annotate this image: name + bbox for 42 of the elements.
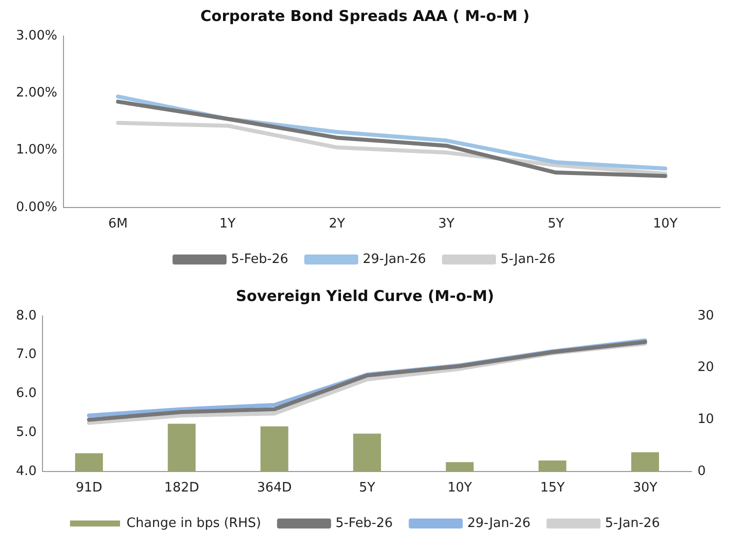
legend-label: Change in bps (RHS) xyxy=(126,516,262,531)
x-tick-label: 15Y xyxy=(540,480,565,496)
x-tick-label: 2Y xyxy=(328,216,346,232)
x-tick-label: 182D xyxy=(164,480,200,496)
x-tick-label: 10Y xyxy=(653,216,678,232)
y2-tick-label: 0 xyxy=(697,464,706,479)
x-tick-label: 6M xyxy=(108,216,128,232)
bar xyxy=(446,462,474,472)
chart-title: Corporate Bond Spreads AAA ( M-o-M ) xyxy=(200,6,530,25)
bar xyxy=(260,426,288,472)
x-tick-label: 91D xyxy=(76,480,102,496)
x-tick-label: 364D xyxy=(256,480,292,496)
chart-title: Sovereign Yield Curve (M-o-M) xyxy=(236,286,494,305)
x-tick-label: 5Y xyxy=(548,216,564,232)
legend-label: 29-Jan-26 xyxy=(467,516,530,531)
bar xyxy=(75,453,103,472)
y2-tick-label: 20 xyxy=(697,360,714,376)
y-tick-label: 8.0 xyxy=(16,308,37,324)
legend-label: 5-Jan-26 xyxy=(604,516,660,531)
y-tick-label: 7.0 xyxy=(16,347,37,362)
bar xyxy=(168,424,196,472)
x-tick-label: 30Y xyxy=(632,480,658,496)
x-tick-label: 3Y xyxy=(438,216,455,232)
y-tick-label: 1.00% xyxy=(16,142,58,158)
y-tick-label: 6.0 xyxy=(16,386,37,402)
x-tick-label: 1Y xyxy=(219,216,236,232)
y2-tick-label: 10 xyxy=(697,412,714,427)
x-tick-label: 10Y xyxy=(448,480,472,496)
legend-label: 5-Feb-26 xyxy=(231,252,288,267)
y-tick-label: 3.00% xyxy=(16,28,58,44)
y-tick-label: 0.00% xyxy=(16,200,58,215)
bar xyxy=(538,460,566,472)
legend-label: 5-Feb-26 xyxy=(336,516,393,531)
y2-tick-label: 30 xyxy=(697,308,714,324)
x-tick-label: 5Y xyxy=(358,480,376,496)
legend-label: 29-Jan-26 xyxy=(362,252,426,267)
legend-label: 5-Jan-26 xyxy=(500,252,556,267)
y-tick-label: 5.0 xyxy=(16,424,37,440)
bar xyxy=(631,452,660,472)
y-tick-label: 2.00% xyxy=(16,86,58,101)
y-tick-label: 4.0 xyxy=(16,464,37,479)
bar xyxy=(353,434,381,472)
